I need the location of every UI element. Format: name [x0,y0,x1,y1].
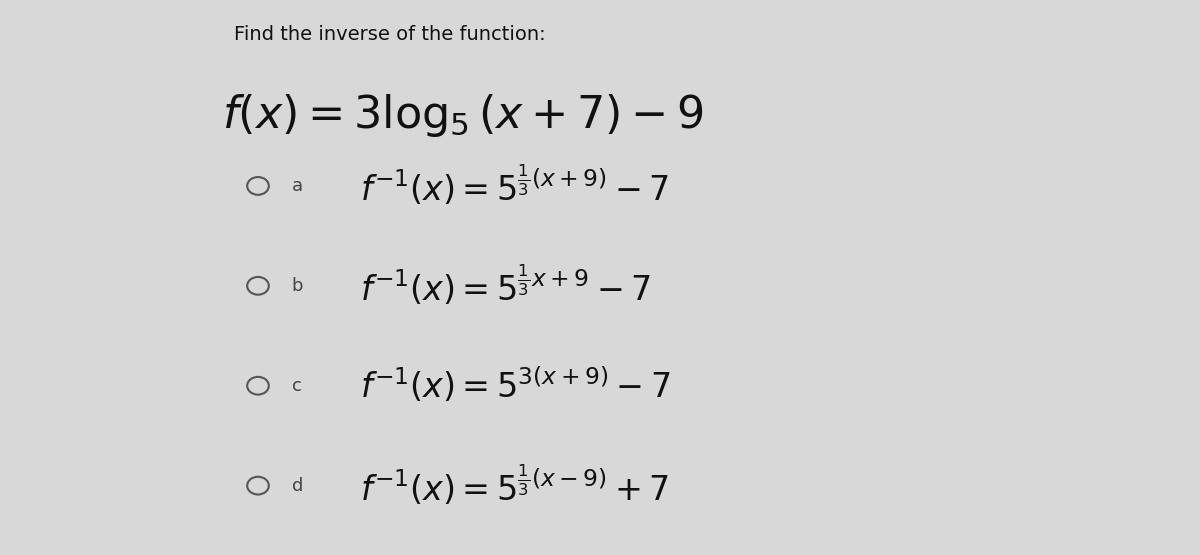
Text: $f^{-1}(x) = 5^{\frac{1}{3}(x+9)} - 7$: $f^{-1}(x) = 5^{\frac{1}{3}(x+9)} - 7$ [360,164,670,208]
Text: a: a [292,177,302,195]
Text: b: b [292,277,304,295]
Text: c: c [292,377,301,395]
Text: Find the inverse of the function:: Find the inverse of the function: [234,25,546,44]
Text: $f(x) = 3\log_5(x + 7) - 9$: $f(x) = 3\log_5(x + 7) - 9$ [222,92,704,139]
Text: $f^{-1}(x) = 5^{\frac{1}{3}(x-9)} + 7$: $f^{-1}(x) = 5^{\frac{1}{3}(x-9)} + 7$ [360,463,670,508]
Text: $f^{-1}(x) = 5^{\frac{1}{3}x+9} - 7$: $f^{-1}(x) = 5^{\frac{1}{3}x+9} - 7$ [360,264,650,308]
Text: $f^{-1}(x) = 5^{3(x+9)} - 7$: $f^{-1}(x) = 5^{3(x+9)} - 7$ [360,366,671,406]
Text: d: d [292,477,302,495]
